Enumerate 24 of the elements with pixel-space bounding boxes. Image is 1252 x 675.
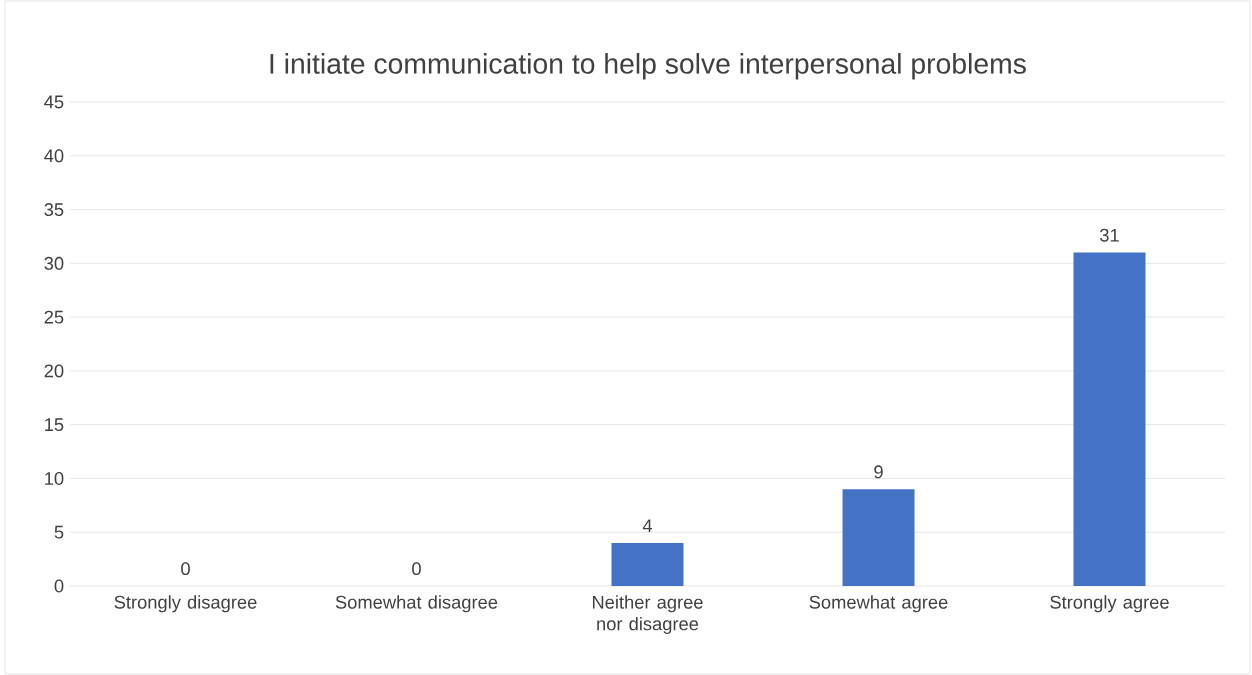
y-tick-label: 0 xyxy=(54,579,64,593)
bar xyxy=(611,542,684,586)
y-tick-label: 15 xyxy=(45,418,64,432)
bar xyxy=(842,489,915,586)
y-tick-label: 45 xyxy=(44,95,64,109)
y-tick-label: 20 xyxy=(44,364,64,378)
y-tick-label: 40 xyxy=(44,149,64,163)
data-label: 0 xyxy=(412,562,421,576)
bar xyxy=(1073,252,1146,586)
data-label: 9 xyxy=(874,465,883,479)
y-tick-label: 10 xyxy=(45,471,64,485)
x-tick-label: Somewhat disagree xyxy=(335,595,498,613)
y-tick-label: 25 xyxy=(44,310,64,324)
x-tick-label: Strongly disagree xyxy=(114,595,257,613)
x-tick-label: Strongly agree xyxy=(1050,595,1169,613)
y-tick-label: 35 xyxy=(44,203,64,217)
chart-title: I initiate communication to help solve interpersonal problems xyxy=(270,53,1026,80)
data-label: 0 xyxy=(181,562,190,576)
data-label: 31 xyxy=(1100,228,1119,242)
data-label: 4 xyxy=(642,519,653,533)
y-tick-label: 30 xyxy=(44,256,64,270)
x-tick-label: Somewhat agree xyxy=(809,595,948,613)
x-tick-label: Neither agree nor disagree xyxy=(592,595,703,634)
y-tick-label: 5 xyxy=(54,525,64,539)
